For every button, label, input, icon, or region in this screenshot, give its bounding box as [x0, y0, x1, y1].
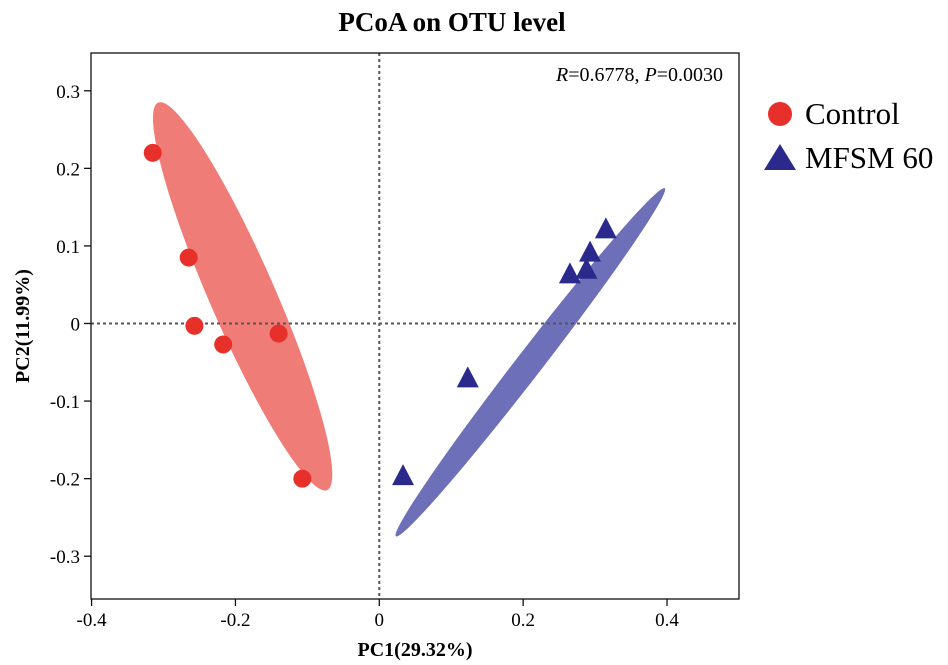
y-tick-label: 0.1 — [56, 237, 80, 258]
y-tick-label: -0.3 — [50, 547, 80, 568]
y-tick-label: -0.2 — [50, 470, 80, 491]
legend-label-control: Control — [805, 96, 900, 131]
point-control — [185, 316, 204, 335]
point-control — [293, 469, 312, 488]
point-control — [269, 324, 288, 343]
point-mfsm60 — [594, 217, 617, 239]
r-value: =0.6778, — [568, 64, 644, 86]
ellipse-control — [152, 102, 333, 491]
point-control — [179, 248, 198, 267]
r-label: R — [555, 64, 568, 86]
point-mfsm60 — [456, 366, 479, 388]
point-control — [143, 143, 162, 162]
x-tick-label: -0.4 — [77, 610, 108, 631]
x-tick-label: 0.4 — [655, 610, 679, 631]
point-mfsm60 — [579, 240, 602, 262]
y-tick-label: 0.2 — [56, 159, 80, 180]
ellipse-mfsm60 — [395, 188, 666, 537]
p-value: =0.0030 — [657, 64, 723, 86]
statistics-annotation: R=0.6778, P=0.0030 — [555, 64, 723, 86]
point-control — [214, 335, 233, 354]
legend: Control MFSM 60 — [764, 96, 933, 175]
point-mfsm60 — [558, 262, 581, 284]
p-label: P — [644, 64, 657, 86]
plot-frame — [90, 52, 740, 600]
x-tick-label: -0.2 — [220, 610, 250, 631]
confidence-ellipses — [152, 102, 666, 537]
x-axis-title: PC1(29.32%) — [358, 639, 473, 661]
data-points — [143, 143, 617, 488]
legend-label-mfsm60: MFSM 60 — [805, 140, 933, 175]
y-tick-label: 0 — [71, 315, 81, 336]
y-tick-label: -0.1 — [50, 392, 80, 413]
legend-marker-mfsm60 — [764, 144, 796, 170]
chart-title: PCoA on OTU level — [338, 7, 566, 37]
y-axis-title: PC2(11.99%) — [12, 269, 34, 383]
x-tick-label: 0.2 — [511, 610, 535, 631]
y-axis: 0.3 0.2 0.1 0 -0.1 -0.2 -0.3 — [50, 82, 91, 568]
x-axis: -0.4 -0.2 0 0.2 0.4 — [77, 599, 679, 631]
x-tick-label: 0 — [375, 610, 385, 631]
y-tick-label: 0.3 — [56, 82, 80, 103]
legend-marker-control — [768, 102, 792, 126]
point-mfsm60 — [575, 257, 598, 279]
point-mfsm60 — [392, 464, 415, 486]
